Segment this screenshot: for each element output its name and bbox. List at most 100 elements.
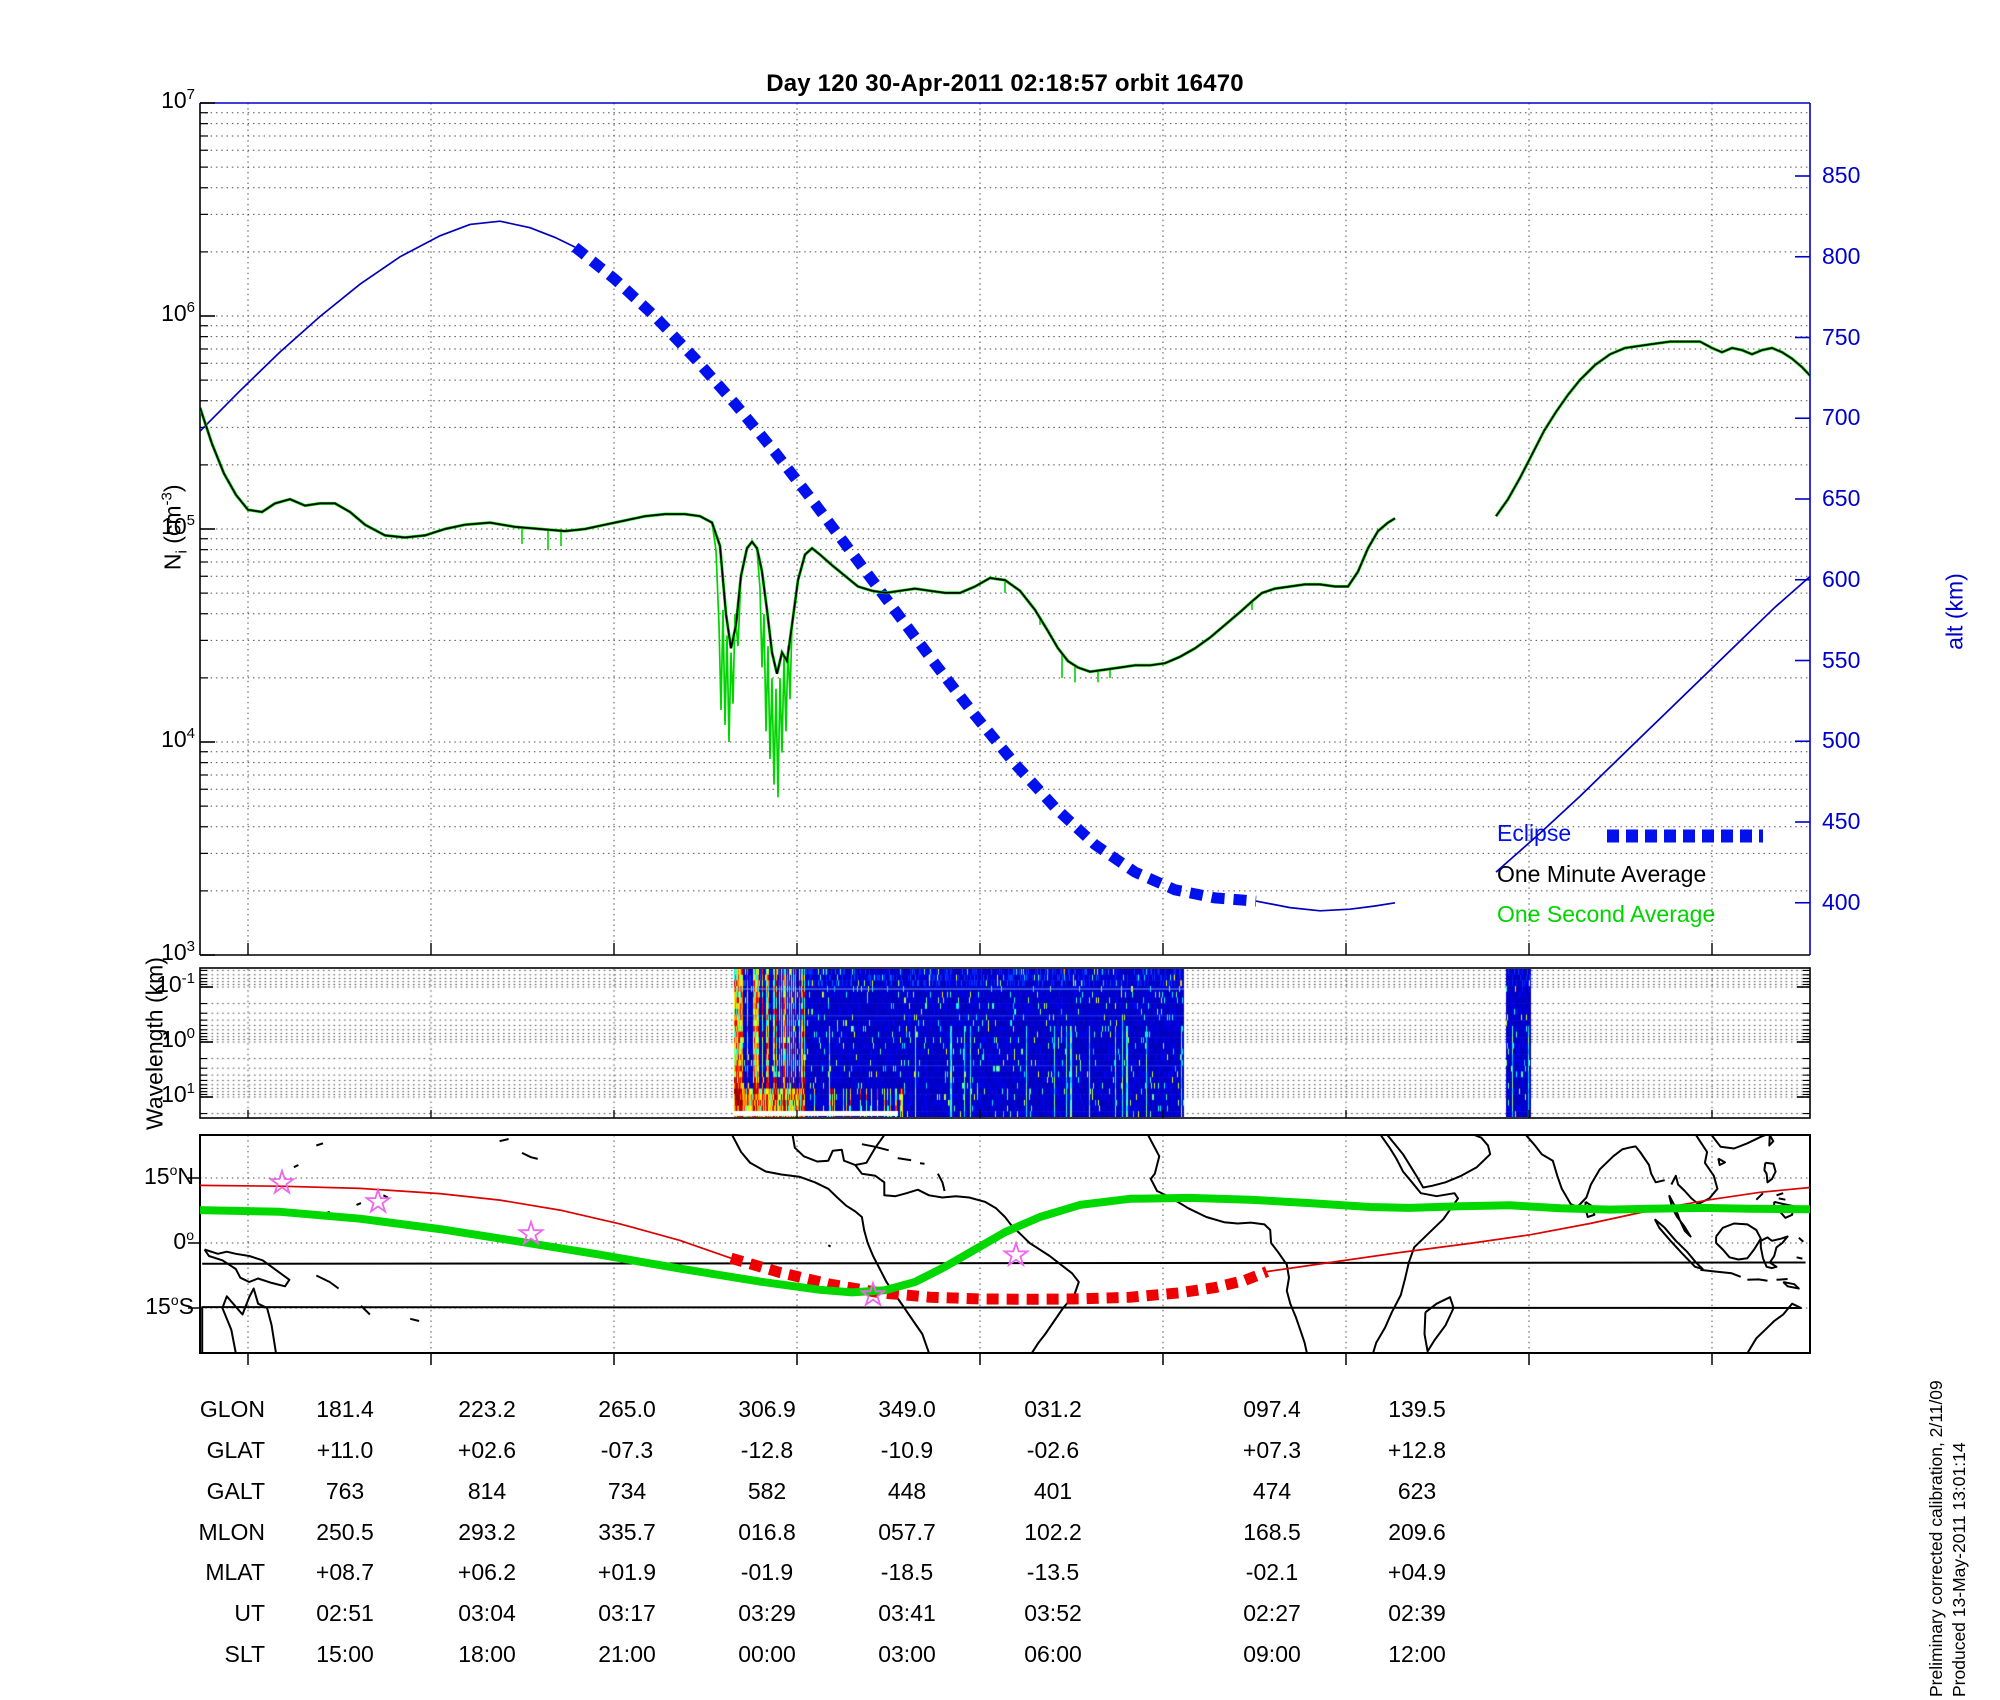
red-track-east (1266, 1186, 1810, 1273)
table-cell-GLON-2: 265.0 (598, 1396, 656, 1422)
red-track-west (200, 1184, 732, 1260)
table-cell-GALT-1: 814 (467, 1478, 507, 1504)
table-cell-GLON-0: 181.4 (316, 1396, 374, 1422)
wavelength-tick-10e1: 101 (161, 1080, 195, 1107)
table-cell-GALT-7: 623 (1397, 1478, 1437, 1504)
ni-tick-10e5: 105 (161, 512, 195, 539)
table-cell-GLAT-1: +02.6 (457, 1437, 517, 1463)
table-row-label-MLON: MLON (198, 1519, 265, 1545)
orbit-star-marker (267, 1167, 297, 1195)
table-cell-GLAT-4: -10.9 (880, 1437, 934, 1463)
altitude-curve-right (1495, 575, 1810, 873)
table-cell-GLON-5: 031.2 (1024, 1396, 1082, 1422)
table-cell-GLON-1: 223.2 (458, 1396, 516, 1422)
table-row-label-MLAT: MLAT (205, 1559, 265, 1585)
legend-item-0: Eclipse (1497, 820, 1572, 846)
table-cell-SLT-5: 06:00 (1024, 1641, 1082, 1667)
alt-tick-700: 700 (1822, 404, 1861, 431)
one-second-curve-right (1494, 340, 1810, 518)
alt-tick-850: 850 (1822, 162, 1861, 188)
coastline (382, 1194, 389, 1199)
coastline (1717, 1157, 1726, 1166)
coastline (1372, 1135, 1459, 1353)
ni-tick-10e6: 106 (161, 299, 195, 326)
table-cell-GLAT-6: +07.3 (1242, 1437, 1302, 1463)
table-row-label-SLT: SLT (224, 1641, 265, 1667)
alt-tick-750: 750 (1822, 323, 1861, 350)
coastline (1653, 1218, 1704, 1270)
coastline (731, 1135, 930, 1353)
table-cell-UT-0: 02:51 (316, 1600, 374, 1626)
coastline (221, 1287, 277, 1353)
map-lat-label-15N: 15oN (143, 1162, 194, 1189)
coastline (360, 1305, 371, 1316)
coastline (499, 1138, 509, 1143)
table-cell-MLAT-3: -01.9 (740, 1559, 794, 1585)
table-cell-GALT-3: 582 (747, 1478, 787, 1504)
map-lat-label-15S: 15oS (145, 1291, 194, 1319)
table-cell-SLT-6: 09:00 (1243, 1641, 1301, 1667)
coastline (1763, 1161, 1777, 1184)
one-minute-curve-right (1495, 340, 1810, 517)
red-eclipse-dashed-track (729, 1252, 1270, 1305)
wavelength-tick-10e-1: 10-1 (156, 970, 195, 997)
table-cell-GLAT-0: +11.0 (316, 1437, 374, 1463)
coastline (1768, 1135, 1775, 1147)
mid-panel (199, 967, 1811, 1119)
table-cell-MLON-5: 102.2 (1024, 1519, 1082, 1545)
one-minute-curve (200, 407, 1396, 674)
alt-tick-450: 450 (1822, 808, 1861, 834)
table-cell-MLAT-1: +06.2 (457, 1559, 517, 1585)
table-cell-UT-5: 03:52 (1024, 1600, 1082, 1626)
table-cell-MLON-3: 016.8 (738, 1519, 796, 1545)
table-cell-GLAT-7: +12.8 (1387, 1437, 1447, 1463)
table-cell-GALT-0: 763 (325, 1478, 365, 1504)
altitude-curve-post (1255, 900, 1396, 912)
plot-title: Day 120 30-Apr-2011 02:18:57 orbit 16470 (766, 70, 1244, 97)
coastline (897, 1157, 912, 1162)
table-cell-UT-1: 03:04 (458, 1600, 516, 1626)
alt-tick-500: 500 (1822, 727, 1861, 754)
wavelength-spectrogram (201, 969, 1809, 1117)
map-panel (188, 1134, 1811, 1365)
table-cell-GLON-3: 306.9 (738, 1396, 796, 1422)
coastline (1386, 1135, 1492, 1189)
table-cell-MLAT-5: -13.5 (1026, 1559, 1080, 1585)
table-cell-MLAT-2: +01.9 (597, 1559, 657, 1585)
table-cell-GLON-6: 097.4 (1243, 1396, 1301, 1422)
wavelength-tick-10e0: 100 (161, 1025, 195, 1052)
ni-tick-10e7: 107 (161, 86, 195, 113)
alt-tick-800: 800 (1822, 242, 1861, 269)
coastline (201, 1302, 1803, 1353)
coastline (1747, 1278, 1768, 1282)
coastline (315, 1274, 340, 1290)
alt-tick-650: 650 (1822, 485, 1861, 511)
coastline (521, 1151, 538, 1160)
table-cell-UT-2: 03:17 (598, 1600, 656, 1626)
coastline (1782, 1281, 1800, 1290)
coastline (356, 1202, 362, 1206)
table-cell-GALT-5: 401 (1033, 1478, 1073, 1504)
orbit-star-marker (363, 1186, 393, 1214)
orbit-star-marker (516, 1218, 546, 1246)
alt-tick-600: 600 (1822, 565, 1861, 592)
table-cell-SLT-4: 03:00 (878, 1641, 936, 1667)
table-row-label-GALT: GALT (206, 1478, 265, 1504)
table-cell-SLT-0: 15:00 (316, 1641, 374, 1667)
coastline (1759, 1235, 1789, 1270)
ni-tick-10e4: 104 (161, 725, 195, 752)
table-cell-MLON-6: 168.5 (1243, 1519, 1301, 1545)
table-cell-MLON-4: 057.7 (878, 1519, 936, 1545)
coastline (1525, 1135, 1665, 1208)
table-cell-UT-7: 02:39 (1388, 1600, 1446, 1626)
table-cell-GLAT-3: -12.8 (740, 1437, 794, 1463)
table-cell-GLAT-2: -07.3 (600, 1437, 654, 1463)
table-cell-SLT-7: 12:00 (1388, 1641, 1446, 1667)
coastline (1700, 1268, 1742, 1278)
coastlines (200, 1135, 1810, 1353)
orbit-star-marker (1001, 1240, 1031, 1268)
coastline (1670, 1135, 1719, 1205)
table-cell-UT-3: 03:29 (738, 1600, 796, 1626)
ni-tick-10e3: 103 (161, 938, 195, 965)
coastline (203, 1248, 291, 1288)
